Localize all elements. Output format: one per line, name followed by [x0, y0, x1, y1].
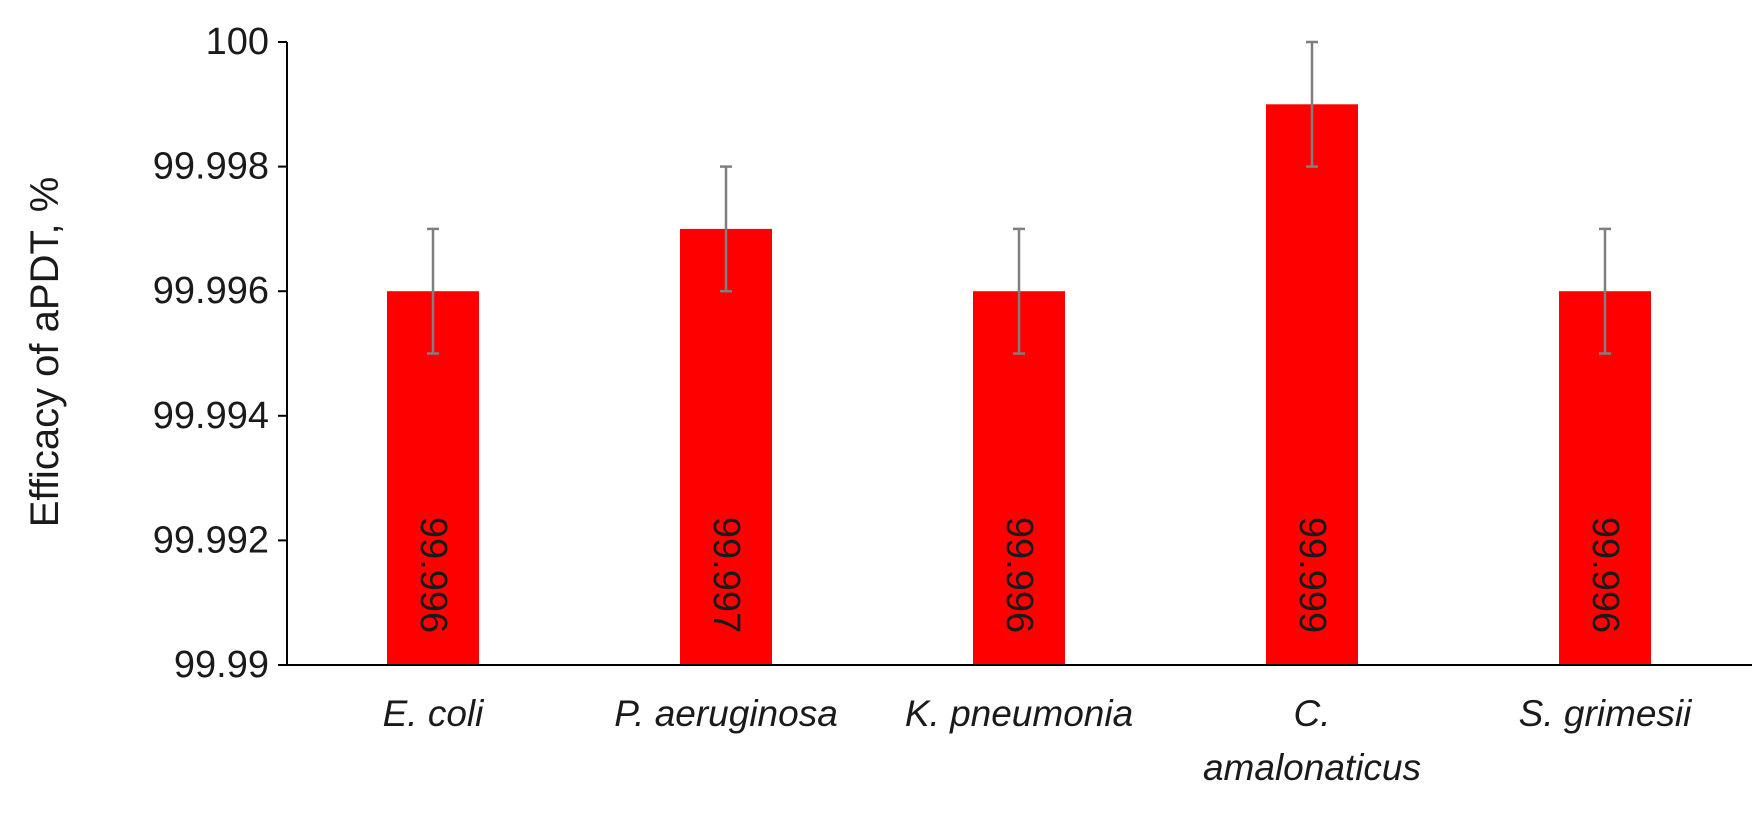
bar	[680, 228, 772, 665]
y-tick-label: 99.99	[174, 644, 269, 686]
x-category-label: S. grimesii	[1519, 693, 1693, 734]
x-category-label: K. pneumonia	[905, 693, 1133, 734]
x-category-label: C.	[1294, 693, 1331, 734]
y-axis-title: Efficacy of aPDT, %	[23, 177, 67, 528]
data-label: 99.997	[705, 517, 747, 633]
x-category-label: E. coli	[383, 693, 486, 734]
x-category-label: P. aeruginosa	[614, 693, 838, 734]
data-label: 99.996	[998, 517, 1040, 633]
y-tick-label: 99.992	[153, 519, 269, 561]
y-tick-label: 99.998	[153, 146, 269, 188]
y-tick-label: 100	[206, 21, 269, 63]
data-label: 99.996	[1584, 517, 1626, 633]
x-category-label: amalonaticus	[1203, 747, 1421, 788]
y-tick-label: 99.994	[153, 395, 269, 437]
data-label: 99.999	[1291, 517, 1333, 633]
bar	[1266, 104, 1358, 666]
y-tick-label: 99.996	[153, 270, 269, 312]
data-label: 99.996	[412, 517, 454, 633]
